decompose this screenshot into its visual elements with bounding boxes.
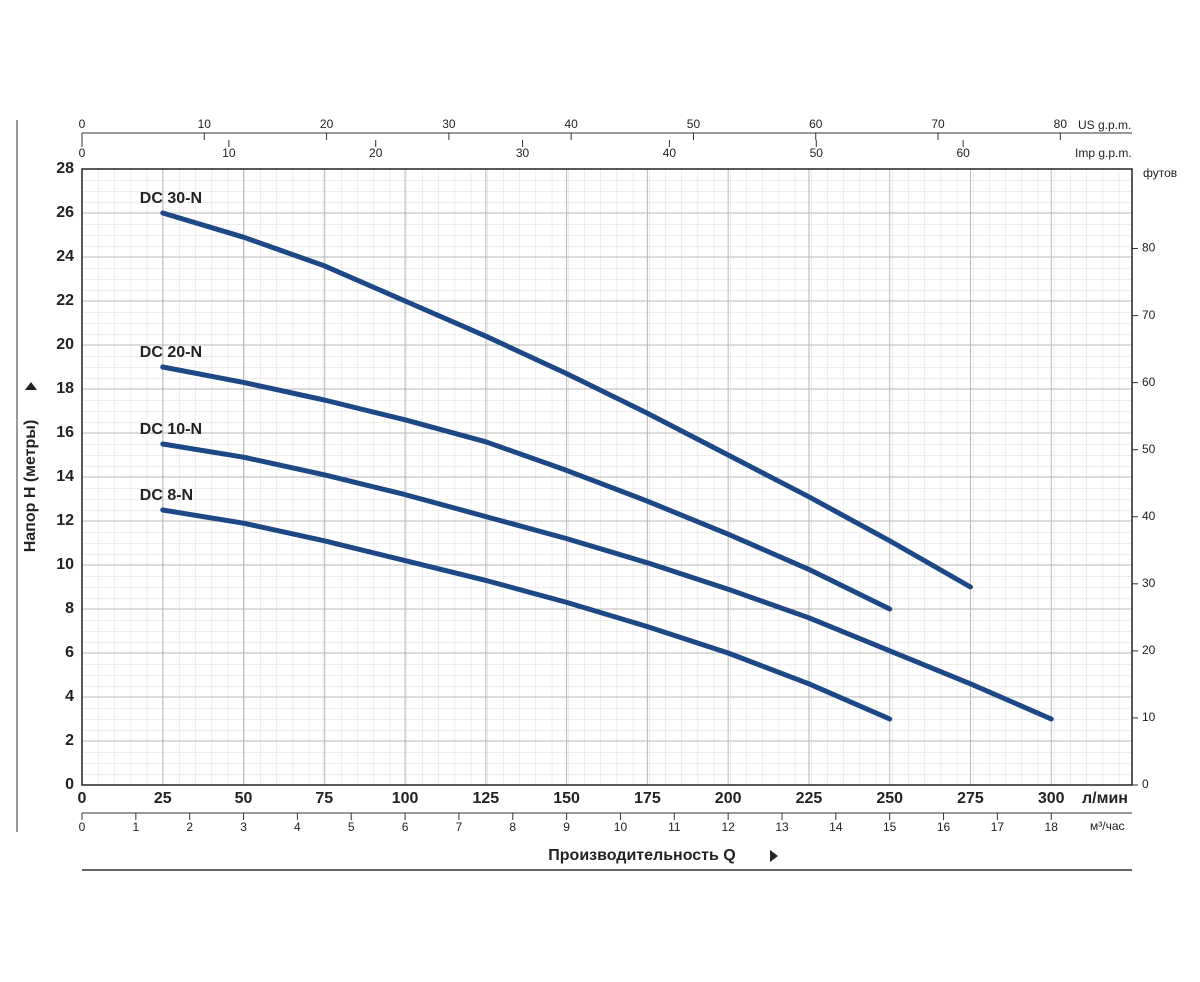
y2-tick-label: 80 — [1142, 241, 1156, 255]
y-tick-label: 22 — [56, 292, 74, 309]
curve-label: DC 30-N — [140, 190, 202, 207]
curve-label: DC 20-N — [140, 344, 202, 361]
x-unit: л/мин — [1082, 790, 1128, 807]
x4-tick-label: 12 — [721, 820, 735, 834]
y-tick-label: 14 — [56, 468, 74, 485]
x2-tick-label: 80 — [1054, 117, 1068, 131]
y2-tick-label: 10 — [1142, 710, 1156, 724]
x4-tick-label: 2 — [186, 820, 193, 834]
y-tick-label: 10 — [56, 556, 74, 573]
x4-tick-label: 11 — [668, 820, 681, 834]
x-tick-label: 225 — [796, 790, 823, 807]
y-tick-label: 2 — [65, 732, 74, 749]
y2-tick-label: 40 — [1142, 509, 1156, 523]
x3-tick-label: 20 — [369, 146, 383, 160]
x4-tick-label: 6 — [402, 820, 409, 834]
x-tick-label: 250 — [876, 790, 903, 807]
arrow — [770, 850, 778, 862]
x3-label: Imp g.p.m. — [1075, 146, 1132, 160]
curve-label: DC 8-N — [140, 487, 193, 504]
y-tick-label: 0 — [65, 776, 74, 793]
plot-border — [81, 168, 1133, 786]
y-tick-label: 6 — [65, 644, 74, 661]
y2-tick-label: 60 — [1142, 375, 1156, 389]
x-tick-label: 150 — [553, 790, 580, 807]
x4-tick-label: 4 — [294, 820, 301, 834]
x4-tick-label: 17 — [991, 820, 1005, 834]
x4-tick-label: 10 — [614, 820, 628, 834]
x3-tick-label: 30 — [516, 146, 530, 160]
y2-label: футов — [1143, 166, 1177, 180]
x4-tick-label: 1 — [133, 820, 140, 834]
x2-tick-label: 60 — [809, 117, 823, 131]
y-tick-label: 4 — [65, 688, 74, 705]
x4-tick-label: 9 — [563, 820, 570, 834]
y2-tick-label: 50 — [1142, 442, 1156, 456]
x4-tick-label: 3 — [240, 820, 247, 834]
x2-tick-label: 70 — [931, 117, 945, 131]
x-tick-label: 0 — [78, 790, 87, 807]
y-tick-label: 20 — [56, 336, 74, 353]
x4-tick-label: 8 — [509, 820, 516, 834]
y-tick-label: 12 — [56, 512, 74, 529]
y-tick-label: 16 — [56, 424, 74, 441]
x3-tick-label: 40 — [663, 146, 677, 160]
x-tick-label: 275 — [957, 790, 984, 807]
x4-tick-label: 7 — [456, 820, 463, 834]
y-tick-label: 8 — [65, 600, 74, 617]
x4-tick-label: 18 — [1045, 820, 1059, 834]
x-tick-label: 175 — [634, 790, 661, 807]
curve — [160, 441, 1054, 722]
x-tick-label: 50 — [235, 790, 253, 807]
x4-tick-label: 16 — [937, 820, 951, 834]
x4-tick-label: 5 — [348, 820, 355, 834]
x-tick-label: 300 — [1038, 790, 1065, 807]
x2-tick-label: 40 — [564, 117, 578, 131]
y-label: Напор H (метры) — [22, 420, 39, 553]
arrow — [25, 382, 37, 390]
x4-tick-label: 13 — [775, 820, 789, 834]
x3-tick-label: 10 — [222, 146, 236, 160]
curve — [160, 507, 893, 722]
y2-tick-label: 70 — [1142, 308, 1156, 322]
x-tick-label: 200 — [715, 790, 742, 807]
y-tick-label: 24 — [56, 248, 74, 265]
y2-tick-label: 20 — [1142, 643, 1156, 657]
x-tick-label: 100 — [392, 790, 419, 807]
curve — [160, 364, 893, 612]
x-tick-label: 25 — [154, 790, 172, 807]
y-tick-label: 18 — [56, 380, 74, 397]
x4-tick-label: 14 — [829, 820, 843, 834]
curve — [160, 210, 973, 590]
x-tick-label: 125 — [472, 790, 499, 807]
x2-tick-label: 50 — [687, 117, 701, 131]
x4-label: м³/час — [1090, 819, 1125, 833]
x2-label: US g.p.m. — [1078, 118, 1131, 132]
x2-tick-label: 10 — [198, 117, 212, 131]
curve-label: DC 10-N — [140, 421, 202, 438]
x2-tick-label: 0 — [79, 117, 86, 131]
y2-tick-label: 30 — [1142, 576, 1156, 590]
x3-tick-label: 0 — [79, 146, 86, 160]
x2-tick-label: 30 — [442, 117, 456, 131]
x-tick-label: 75 — [315, 790, 333, 807]
x-label: Производительность Q — [548, 847, 735, 864]
y-tick-label: 26 — [56, 204, 74, 221]
y2-tick-label: 0 — [1142, 777, 1149, 791]
x3-tick-label: 50 — [810, 146, 824, 160]
x3-tick-label: 60 — [956, 146, 970, 160]
x4-tick-label: 15 — [883, 820, 897, 834]
y-tick-label: 28 — [56, 160, 74, 177]
x2-tick-label: 20 — [320, 117, 334, 131]
x4-tick-label: 0 — [79, 820, 86, 834]
